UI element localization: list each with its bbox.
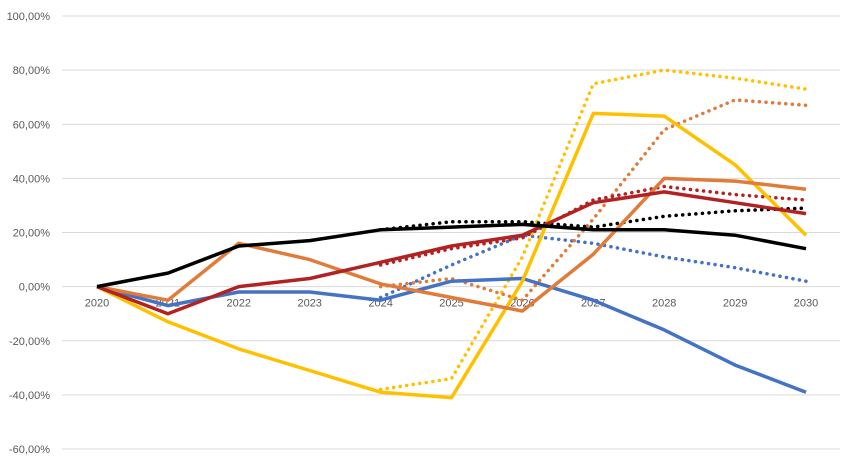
x-tick-label: 2028 — [652, 298, 676, 310]
x-tick-label: 2022 — [227, 298, 251, 310]
series-line-2 — [96, 111, 808, 400]
x-tick-label: 2025 — [439, 298, 463, 310]
x-tick-label: 2027 — [581, 298, 605, 310]
series-line-3 — [378, 68, 808, 392]
x-tick-label: 2030 — [794, 298, 818, 310]
x-tick-label: 2029 — [723, 298, 747, 310]
y-axis-ticks: -60,00% -40,00% -20,00% 0,00% 20,00% 40,00% 60… — [7, 11, 51, 456]
y-tick-label: -20,00% — [9, 336, 50, 348]
y-tick-label: 0,00% — [19, 282, 50, 294]
y-tick-label: -60,00% — [9, 444, 50, 456]
y-tick-label: -40,00% — [9, 390, 50, 402]
x-tick-label: 2020 — [85, 298, 109, 310]
y-tick-label: 20,00% — [13, 228, 51, 240]
y-tick-label: 40,00% — [13, 173, 51, 185]
series-line-9 — [378, 206, 808, 232]
series-line-1 — [378, 233, 808, 300]
grid-layer — [62, 15, 840, 450]
series-line-6 — [96, 190, 807, 316]
series-line-5 — [378, 98, 808, 302]
y-tick-label: 60,00% — [13, 119, 51, 131]
series-line-7 — [378, 184, 808, 267]
series-line-8 — [96, 222, 807, 289]
series-line-4 — [96, 176, 807, 313]
y-tick-label: 100,00% — [7, 11, 51, 23]
y-tick-label: 80,00% — [13, 65, 51, 77]
series-layer — [96, 68, 808, 400]
x-tick-label: 2023 — [297, 298, 321, 310]
